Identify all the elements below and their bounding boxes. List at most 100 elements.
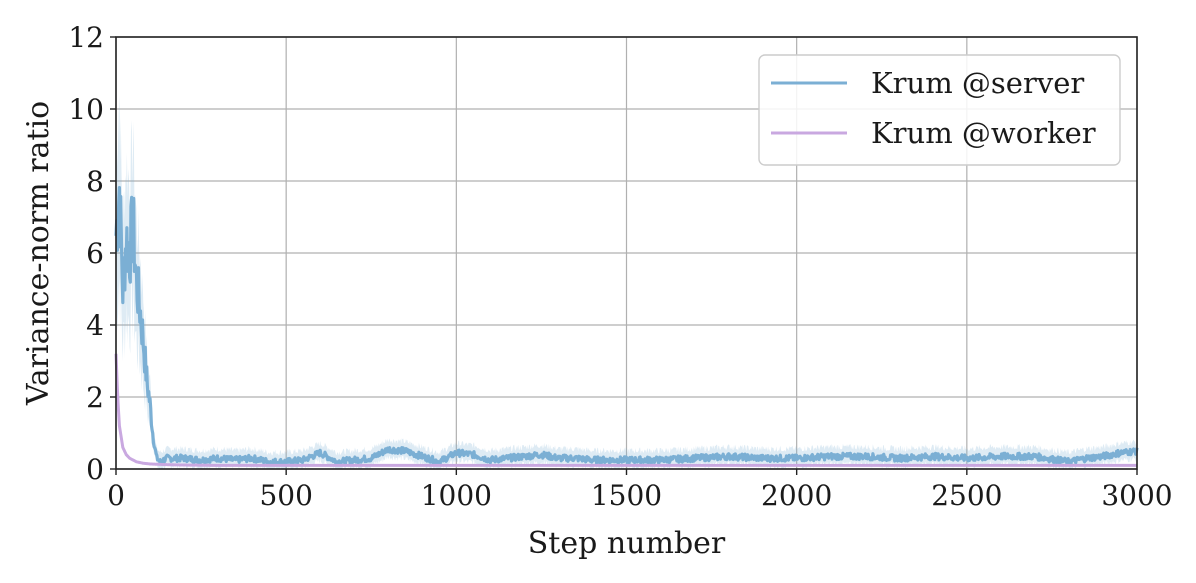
- data-point: [404, 450, 406, 452]
- data-point: [1102, 455, 1104, 457]
- data-point: [166, 457, 168, 459]
- data-point: [693, 457, 695, 459]
- data-point: [540, 453, 542, 455]
- data-point: [117, 396, 119, 398]
- data-point: [370, 457, 372, 459]
- data-point: [159, 461, 161, 463]
- data-point: [455, 452, 457, 454]
- data-point: [319, 452, 321, 454]
- data-point: [183, 464, 185, 466]
- data-point: [864, 455, 866, 457]
- x-tick-label: 500: [259, 479, 312, 512]
- data-point: [122, 288, 124, 290]
- data-point: [128, 252, 130, 254]
- data-point: [438, 461, 440, 463]
- series-layer: [114, 95, 1139, 469]
- data-point: [336, 461, 338, 463]
- data-point: [1119, 452, 1121, 454]
- data-point: [128, 457, 130, 459]
- legend-label-krum-worker: Krum @worker: [871, 116, 1096, 150]
- series-krum-server: [114, 95, 1139, 469]
- y-tick-label: 12: [68, 21, 104, 54]
- data-point: [125, 453, 127, 455]
- series-line: [114, 353, 1137, 467]
- data-point: [122, 446, 124, 448]
- data-point: [285, 464, 287, 466]
- data-point: [285, 461, 287, 463]
- x-tick-label: 0: [107, 479, 125, 512]
- data-point: [125, 237, 127, 239]
- data-point: [795, 464, 797, 466]
- data-point: [966, 457, 968, 459]
- data-point: [727, 455, 729, 457]
- data-point: [156, 457, 158, 459]
- data-point: [142, 338, 144, 340]
- data-point: [135, 461, 137, 463]
- data-point: [1085, 457, 1087, 459]
- data-point: [302, 459, 304, 461]
- legend-label-krum-server: Krum @server: [871, 66, 1084, 100]
- data-point: [234, 459, 236, 461]
- legend: Krum @server Krum @worker: [758, 54, 1121, 166]
- data-point: [1000, 455, 1002, 457]
- x-tick-label: 1500: [591, 479, 662, 512]
- data-point: [830, 455, 832, 457]
- x-axis-label: Step number: [528, 526, 726, 561]
- data-point: [932, 455, 934, 457]
- x-tick-label: 3000: [1101, 479, 1172, 512]
- data-point: [421, 455, 423, 457]
- data-point: [625, 464, 627, 466]
- data-point: [251, 457, 253, 459]
- tick-labels: 0 500 1000 1500 2000 2500 3000 0 2 4 6 8 10 12: [68, 21, 1172, 512]
- data-point: [557, 457, 559, 459]
- data-point: [145, 378, 147, 380]
- y-tick-label: 4: [86, 309, 104, 342]
- data-point: [387, 448, 389, 450]
- x-tick-label: 1000: [421, 479, 492, 512]
- y-axis-label: Variance-norm ratio: [21, 101, 56, 406]
- data-point: [761, 457, 763, 459]
- x-tick-label: 2000: [761, 479, 832, 512]
- data-point: [523, 455, 525, 457]
- data-point: [149, 403, 151, 405]
- data-point: [135, 281, 137, 283]
- data-point: [217, 457, 219, 459]
- series-krum-worker: [114, 353, 1137, 467]
- data-point: [166, 463, 168, 465]
- data-point: [625, 459, 627, 461]
- data-point: [118, 425, 120, 427]
- data-point: [659, 459, 661, 461]
- data-point: [1068, 461, 1070, 463]
- data-point: [268, 461, 270, 463]
- y-tick-label: 0: [86, 453, 104, 486]
- data-point: [472, 453, 474, 455]
- series-line: [114, 185, 1139, 467]
- data-point: [966, 464, 968, 466]
- data-point: [183, 457, 185, 459]
- data-point: [118, 187, 120, 189]
- y-tick-label: 2: [86, 381, 104, 414]
- data-point: [132, 223, 134, 225]
- legend-box: [758, 54, 1121, 166]
- data-point: [489, 459, 491, 461]
- data-point: [353, 459, 355, 461]
- data-point: [795, 457, 797, 459]
- data-point: [217, 464, 219, 466]
- data-point: [455, 464, 457, 466]
- data-point: [506, 457, 508, 459]
- data-point: [149, 463, 151, 465]
- data-point: [142, 462, 144, 464]
- data-point: [200, 459, 202, 461]
- y-tick-label: 6: [86, 237, 104, 270]
- data-point: [1034, 455, 1036, 457]
- data-point: [139, 306, 141, 308]
- y-tick-label: 10: [68, 93, 104, 126]
- data-point: [608, 459, 610, 461]
- data-point: [152, 439, 154, 441]
- y-tick-label: 8: [86, 165, 104, 198]
- data-point: [591, 459, 593, 461]
- data-point: [898, 457, 900, 459]
- x-tick-label: 2500: [931, 479, 1002, 512]
- data-point: [574, 457, 576, 459]
